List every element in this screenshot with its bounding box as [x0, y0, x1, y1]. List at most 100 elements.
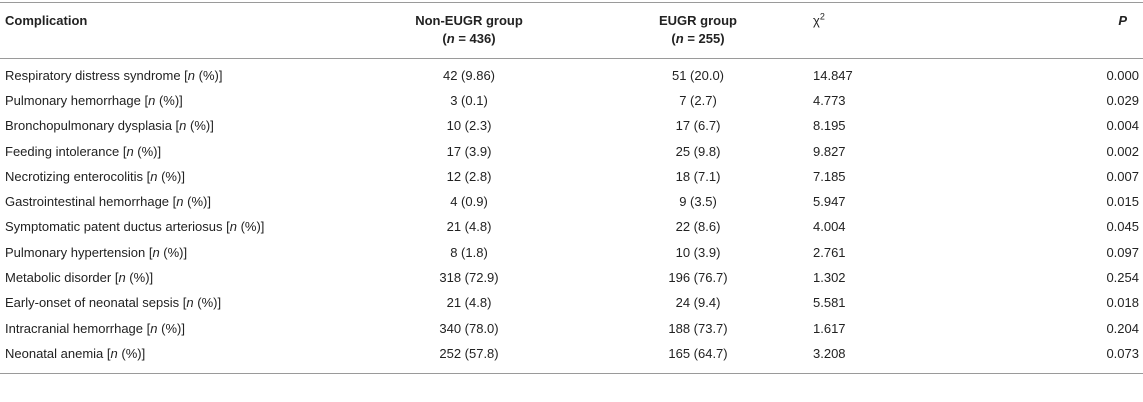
- unit-close: (%)]: [155, 92, 183, 108]
- table-row: Respiratory distress syndrome [n (%)] 42 …: [0, 59, 1143, 89]
- header-non-eugr-n-rest: = 436): [454, 31, 496, 46]
- complication-name: Symptomatic patent ductus arteriosus: [5, 219, 223, 235]
- complication-name: Neonatal anemia: [5, 345, 104, 361]
- complication-name: Pulmonary hemorrhage: [5, 92, 141, 108]
- cell-p-value: 0.004: [1106, 118, 1139, 134]
- unit-open: [: [111, 270, 119, 286]
- cell-chi-square: 4.004: [813, 219, 846, 235]
- cell-non-eugr: 340 (78.0): [439, 320, 499, 336]
- cell-non-eugr: 21 (4.8): [446, 219, 492, 235]
- cell-p-value: 0.018: [1106, 295, 1139, 311]
- complication-name: Intracranial hemorrhage: [5, 320, 144, 336]
- cell-non-eugr: 252 (57.8): [439, 345, 499, 361]
- cell-complication: Gastrointestinal hemorrhage [n (%)]: [0, 189, 355, 214]
- cell-eugr: 24 (9.4): [675, 295, 721, 311]
- unit-var: n: [110, 345, 118, 361]
- complication-name: Metabolic disorder: [5, 270, 112, 286]
- complication-name: Early-onset of neonatal sepsis: [5, 295, 180, 311]
- cell-non-eugr: 8 (1.8): [450, 244, 488, 260]
- cell-eugr: 18 (7.1): [675, 168, 721, 184]
- cell-p-value: 0.000: [1106, 67, 1139, 83]
- unit-open: [: [143, 320, 151, 336]
- cell-eugr: 22 (8.6): [675, 219, 721, 235]
- header-eugr-n-open: (: [671, 31, 676, 46]
- cell-complication: Intracranial hemorrhage [n (%)]: [0, 316, 355, 341]
- header-non-eugr: Non-EUGR group (n = 436): [355, 3, 583, 59]
- unit-open: [: [119, 143, 127, 159]
- table-body: Respiratory distress syndrome [n (%)] 42 …: [0, 59, 1143, 374]
- complication-name: Feeding intolerance: [5, 143, 120, 159]
- cell-p-value: 0.204: [1106, 320, 1139, 336]
- header-chi-square: χ2: [813, 3, 1013, 59]
- table-header: Complication Non-EUGR group (n = 436) EU…: [0, 2, 1143, 59]
- header-non-eugr-label: Non-EUGR group: [415, 13, 523, 28]
- complication-name: Gastrointestinal hemorrhage: [5, 194, 170, 210]
- table-row: Intracranial hemorrhage [n (%)] 340 (78.0…: [0, 316, 1143, 341]
- cell-complication: Bronchopulmonary dysplasia [n (%)]: [0, 114, 355, 139]
- cell-eugr: 10 (3.9): [675, 244, 721, 260]
- table-row: Necrotizing enterocolitis [n (%)] 12 (2.8…: [0, 164, 1143, 189]
- cell-complication: Respiratory distress syndrome [n (%)]: [0, 59, 355, 89]
- cell-complication: Necrotizing enterocolitis [n (%)]: [0, 164, 355, 189]
- unit-var: n: [150, 168, 158, 184]
- unit-var: n: [176, 194, 184, 210]
- unit-open: [: [145, 244, 153, 260]
- unit-close: (%)]: [193, 295, 222, 311]
- header-p-value: P: [1013, 3, 1143, 59]
- cell-p-value: 0.045: [1106, 219, 1139, 235]
- header-eugr-n-rest: = 255): [683, 31, 725, 46]
- table-row: Feeding intolerance [n (%)] 17 (3.9) 25 (9…: [0, 139, 1143, 164]
- unit-close: (%)]: [157, 320, 185, 336]
- cell-eugr: 188 (73.7): [668, 320, 728, 336]
- header-row: Complication Non-EUGR group (n = 436) EU…: [0, 2, 1143, 59]
- cell-chi-square: 1.617: [813, 320, 846, 336]
- unit-var: n: [186, 295, 194, 311]
- header-complication-label: Complication: [5, 13, 88, 28]
- table-row: Bronchopulmonary dysplasia [n (%)] 10 (2.…: [0, 114, 1143, 139]
- cell-chi-square: 1.302: [813, 270, 846, 286]
- unit-open: [: [179, 295, 187, 311]
- table-row: Pulmonary hemorrhage [n (%)] 3 (0.1) 7 (2.…: [0, 88, 1143, 113]
- cell-complication: Pulmonary hemorrhage [n (%)]: [0, 88, 355, 113]
- cell-eugr: 25 (9.8): [675, 143, 721, 159]
- unit-close: (%)]: [157, 168, 185, 184]
- complications-table: Complication Non-EUGR group (n = 436) EU…: [0, 2, 1143, 374]
- cell-chi-square: 3.208: [813, 345, 846, 361]
- cell-p-value: 0.097: [1106, 244, 1139, 260]
- unit-var: n: [118, 270, 126, 286]
- header-eugr: EUGR group (n = 255): [583, 3, 813, 59]
- cell-chi-square: 4.773: [813, 92, 846, 108]
- cell-non-eugr: 42 (9.86): [442, 67, 496, 83]
- cell-chi-square: 5.947: [813, 194, 846, 210]
- cell-p-value: 0.007: [1106, 168, 1139, 184]
- cell-non-eugr: 12 (2.8): [446, 168, 492, 184]
- cell-eugr: 165 (64.7): [668, 345, 728, 361]
- unit-var: n: [229, 219, 237, 235]
- cell-non-eugr: 10 (2.3): [446, 118, 492, 134]
- cell-p-value: 0.002: [1106, 143, 1139, 159]
- cell-complication: Pulmonary hypertension [n (%)]: [0, 240, 355, 265]
- unit-close: (%)]: [133, 143, 162, 159]
- table-row: Early-onset of neonatal sepsis [n (%)] 21…: [0, 291, 1143, 316]
- unit-close: (%)]: [125, 270, 154, 286]
- cell-complication: Neonatal anemia [n (%)]: [0, 341, 355, 373]
- unit-var: n: [150, 320, 158, 336]
- unit-close: (%)]: [236, 219, 265, 235]
- cell-chi-square: 2.761: [813, 244, 846, 260]
- table-row: Metabolic disorder [n (%)] 318 (72.9) 196 …: [0, 265, 1143, 290]
- cell-eugr: 17 (6.7): [675, 118, 721, 134]
- unit-close: (%)]: [186, 118, 214, 134]
- header-p-label: P: [1118, 13, 1127, 28]
- unit-open: [: [140, 92, 149, 108]
- header-eugr-n-var: n: [675, 31, 684, 46]
- header-chi-sup: 2: [819, 11, 825, 22]
- cell-eugr: 196 (76.7): [668, 270, 728, 286]
- unit-close: (%)]: [117, 345, 146, 361]
- header-non-eugr-n-var: n: [446, 31, 455, 46]
- unit-close: (%)]: [195, 67, 223, 83]
- complication-name: Necrotizing enterocolitis: [5, 168, 144, 184]
- table-row: Neonatal anemia [n (%)] 252 (57.8) 165 (64…: [0, 341, 1143, 374]
- table-row: Symptomatic patent ductus arteriosus [n …: [0, 215, 1143, 240]
- unit-open: [: [169, 194, 177, 210]
